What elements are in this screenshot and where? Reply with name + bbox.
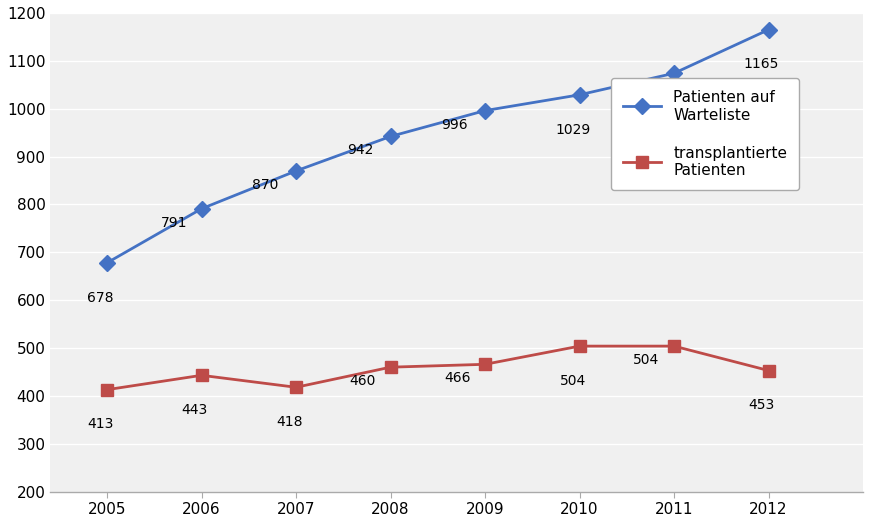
Text: 443: 443 [182,403,208,417]
Patienten auf
Warteliste [574,92,584,98]
transplantierte
Patienten [480,361,490,367]
Text: 466: 466 [443,371,470,385]
Patienten auf
Warteliste [762,27,773,33]
transplantierte
Patienten [196,372,207,378]
Text: 678: 678 [87,291,113,304]
transplantierte
Patienten [102,387,112,393]
Line: transplantierte
Patienten: transplantierte Patienten [102,341,773,395]
Patienten auf
Warteliste [480,107,490,114]
Text: 504: 504 [633,353,659,367]
Patienten auf
Warteliste [196,205,207,212]
Text: 942: 942 [347,144,373,157]
Patienten auf
Warteliste [668,70,679,77]
Text: 460: 460 [349,374,375,388]
Text: 413: 413 [87,418,113,431]
Patienten auf
Warteliste [290,168,301,174]
Legend: Patienten auf
Warteliste, transplantierte
Patienten: Patienten auf Warteliste, transplantiert… [610,78,799,190]
Text: 870: 870 [252,178,278,192]
transplantierte
Patienten [290,384,301,390]
Line: Patienten auf
Warteliste: Patienten auf Warteliste [102,24,773,268]
Text: 504: 504 [559,374,585,388]
transplantierte
Patienten [762,367,773,374]
Patienten auf
Warteliste [102,260,112,266]
Patienten auf
Warteliste [385,133,395,139]
transplantierte
Patienten [385,364,395,370]
Text: 791: 791 [160,216,187,230]
transplantierte
Patienten [574,343,584,350]
Text: 418: 418 [275,415,302,429]
transplantierte
Patienten [668,343,679,350]
Text: 1165: 1165 [743,58,779,71]
Text: 453: 453 [747,398,773,412]
Text: 996: 996 [441,117,468,132]
Text: 1074: 1074 [628,80,663,94]
Text: 1029: 1029 [554,123,589,137]
